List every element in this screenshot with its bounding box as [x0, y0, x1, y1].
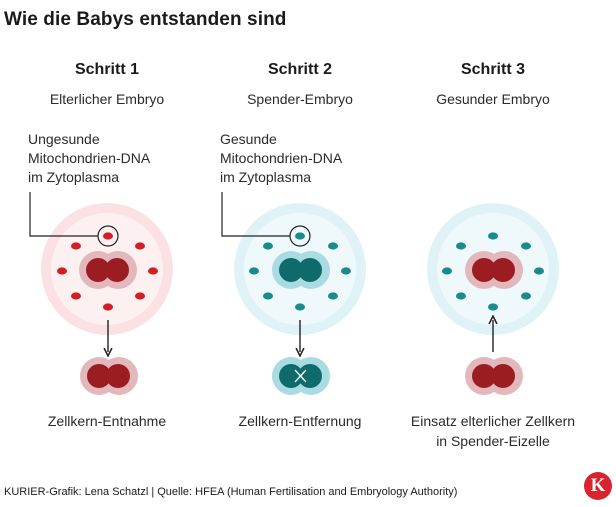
unhealthy-mitochondria — [57, 232, 158, 311]
unhealthy-mito-label: Ungesunde Mitochondrien-DNA im Zytoplasm… — [28, 130, 150, 187]
extracted-parent-nucleus — [80, 357, 138, 395]
mitochondrion — [103, 232, 113, 240]
callout-line — [221, 192, 290, 237]
parent-nucleus-to-insert — [465, 357, 523, 395]
removed-donor-nucleus — [272, 357, 330, 395]
step-2-bottom-label: Zellkern-Entfernung — [205, 411, 395, 431]
step-3-subtitle: Gesunder Embryo — [436, 91, 550, 107]
cross-icon — [294, 369, 307, 383]
callout-line — [29, 192, 98, 237]
parent-embryo — [29, 192, 173, 335]
parent-nucleus — [79, 251, 137, 289]
healthy-mitochondria — [442, 232, 544, 311]
unhealthy-mito-label-line-3: im Zytoplasma — [28, 169, 120, 185]
mitochondrion — [103, 303, 113, 311]
mitochondrion — [456, 292, 466, 300]
step-3-bottom-label-line-2: in Spender-Eizelle — [436, 433, 550, 449]
mitochondrion — [249, 267, 259, 275]
mitochondrion — [488, 232, 498, 240]
mitochondrion — [263, 292, 273, 300]
mitochondrion — [295, 303, 305, 311]
mitochondrion — [57, 267, 67, 275]
mitochondrion — [71, 242, 81, 250]
mitochondrion — [442, 267, 452, 275]
mitochondrion — [521, 292, 531, 300]
step-1-bottom-label-line-1: Zellkern-Entnahme — [47, 413, 167, 429]
graphic-title: Wie die Babys entstanden sind — [4, 9, 287, 30]
step-2-heading: Schritt 2 — [267, 61, 332, 78]
mitochondrion — [295, 232, 305, 240]
step-3-bottom-label-line-1: Einsatz elterlicher Zellkern — [410, 413, 576, 429]
healthy-mito-label-line-3: im Zytoplasma — [220, 169, 312, 185]
step-1-subtitle: Elterlicher Embryo — [49, 91, 165, 107]
unhealthy-mito-label-line-2: Mitochondrien-DNA — [28, 150, 151, 166]
mitochondrion — [135, 242, 145, 250]
mitochondrion — [328, 242, 338, 250]
mitochondrion — [263, 242, 273, 250]
step-3-heading: Schritt 3 — [460, 61, 525, 78]
donor-embryo — [221, 192, 366, 335]
mitochondrion — [456, 242, 466, 250]
unhealthy-mito-label-line-1: Ungesunde — [28, 131, 100, 147]
healthy-mito-label: Gesunde Mitochondrien-DNA im Zytoplasma — [220, 130, 342, 187]
healthy-mito-label-line-1: Gesunde — [220, 131, 277, 147]
healthy-embryo — [427, 203, 559, 335]
step-1-bottom-label: Zellkern-Entnahme — [12, 411, 202, 431]
mitochondrion — [534, 267, 544, 275]
mitochondrion — [71, 292, 81, 300]
healthy-mitochondria — [249, 232, 351, 311]
source-credit: KURIER-Grafik: Lena Schatzl | Quelle: HF… — [4, 486, 458, 498]
step-3-bottom-label: Einsatz elterlicher Zellkern in Spender-… — [388, 411, 598, 451]
mitochondrion — [341, 267, 351, 275]
inserted-parent-nucleus — [465, 251, 523, 289]
mitochondrion — [148, 267, 158, 275]
donor-nucleus — [272, 251, 330, 289]
step-1-heading: Schritt 1 — [74, 61, 139, 78]
mitochondrion — [135, 292, 145, 300]
step-2-subtitle: Spender-Embryo — [247, 91, 353, 107]
mitochondrion — [521, 242, 531, 250]
healthy-mito-label-line-2: Mitochondrien-DNA — [220, 150, 343, 166]
kurier-logo: K — [584, 472, 612, 500]
mitochondrion — [328, 292, 338, 300]
step-2-bottom-label-line-1: Zellkern-Entfernung — [238, 413, 362, 429]
mitochondrion — [488, 303, 498, 311]
